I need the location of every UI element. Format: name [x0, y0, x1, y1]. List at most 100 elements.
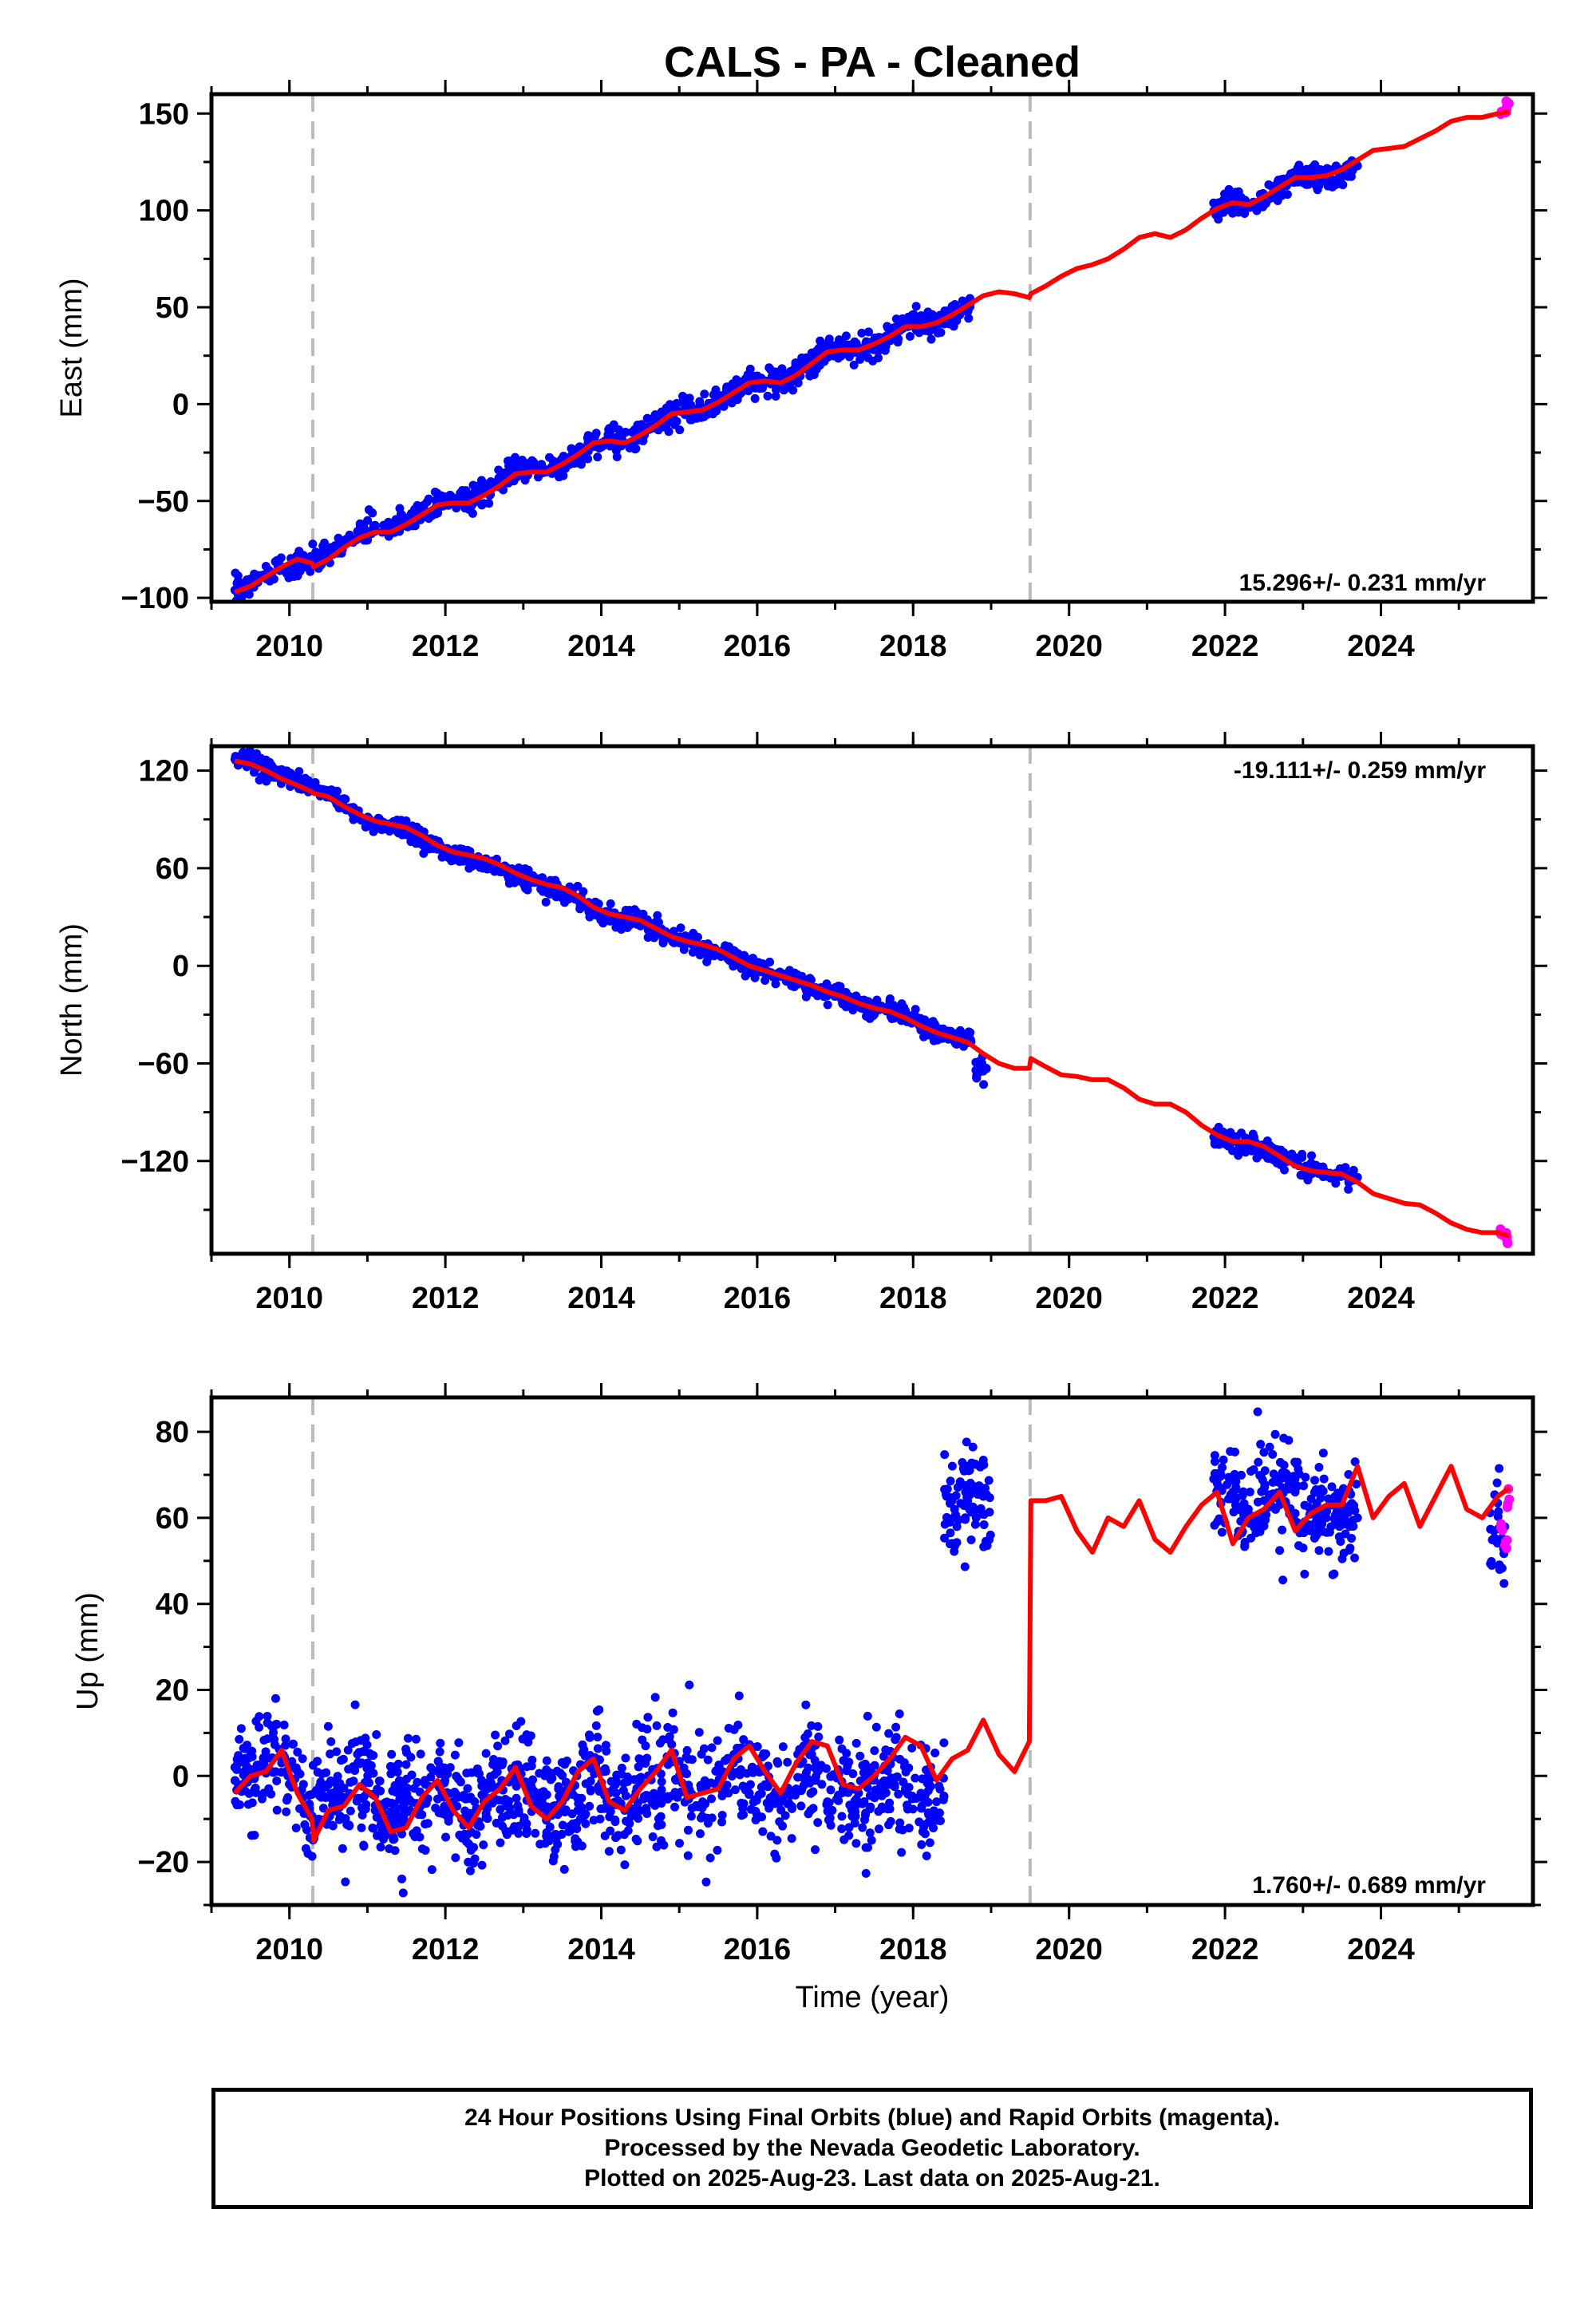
up-x-tick-label: 2016	[724, 1933, 792, 1966]
up-final-point	[298, 1754, 307, 1764]
up-final-point	[796, 1801, 806, 1811]
up-final-point	[426, 1773, 436, 1782]
up-final-point	[907, 1794, 917, 1804]
up-final-point	[1210, 1456, 1219, 1466]
up-final-point	[397, 1874, 407, 1883]
up-final-point	[516, 1717, 526, 1726]
up-final-point	[263, 1734, 272, 1744]
east-final-point	[1338, 180, 1348, 190]
east-final-point	[685, 393, 694, 403]
up-final-point	[283, 1792, 293, 1802]
up-final-point	[697, 1803, 707, 1812]
north-final-point	[698, 947, 708, 957]
north-panel: 2010 2012 2014 2016 2018 2020 2022 2024 −120 −60…	[55, 732, 1547, 1315]
up-final-point	[606, 1807, 615, 1816]
up-final-point	[1228, 1489, 1238, 1499]
up-final-point	[376, 1842, 385, 1852]
up-final-point	[1251, 1528, 1261, 1538]
up-final-point	[595, 1814, 605, 1824]
north-final-point	[1268, 1154, 1278, 1164]
up-final-point	[444, 1814, 453, 1824]
east-final-point	[424, 494, 433, 504]
up-final-point	[401, 1760, 411, 1769]
up-final-point	[917, 1804, 926, 1813]
east-panel: 2010 2012 2014 2016 2018 2020 2022 2024 −100 −50…	[55, 80, 1547, 663]
north-final-point	[339, 794, 349, 804]
east-final-point	[637, 420, 646, 429]
up-final-point	[1259, 1511, 1269, 1520]
east-final-point	[583, 431, 593, 441]
up-final-point	[950, 1547, 959, 1556]
up-final-point	[855, 1751, 865, 1761]
east-final-point	[364, 505, 373, 515]
east-final-point	[419, 500, 429, 510]
east-final-point	[308, 539, 318, 549]
east-final-point	[836, 351, 846, 361]
up-final-point	[318, 1804, 328, 1813]
north-final-point	[1298, 1171, 1308, 1180]
up-final-point	[493, 1741, 503, 1751]
up-final-point	[959, 1500, 969, 1510]
up-final-point	[703, 1755, 713, 1765]
up-final-point	[510, 1822, 519, 1832]
north-y-tick-label: 60	[156, 852, 189, 886]
up-final-point	[1245, 1487, 1254, 1496]
north-final-point	[1241, 1148, 1250, 1157]
north-final-point	[803, 989, 812, 998]
up-final-point	[714, 1761, 724, 1770]
up-final-point	[407, 1797, 417, 1807]
up-final-point	[785, 1791, 795, 1800]
north-final-point	[1237, 1128, 1246, 1138]
up-y-tick-label: 20	[156, 1674, 189, 1708]
up-final-point	[1224, 1472, 1234, 1482]
up-final-point	[1278, 1468, 1287, 1477]
up-final-point	[269, 1728, 279, 1737]
up-final-point	[1239, 1510, 1249, 1520]
up-final-point	[1314, 1463, 1324, 1472]
up-final-point	[870, 1746, 879, 1756]
up-final-point	[812, 1761, 821, 1770]
up-final-point	[1239, 1500, 1249, 1509]
up-final-point	[372, 1729, 381, 1739]
east-final-point	[1261, 199, 1270, 208]
east-frame	[209, 92, 1535, 604]
up-final-point	[1299, 1481, 1309, 1491]
up-final-point	[772, 1836, 782, 1845]
up-final-point	[596, 1804, 606, 1814]
up-final-point	[935, 1816, 945, 1826]
up-final-point	[1254, 1521, 1263, 1531]
east-final-point	[907, 310, 917, 320]
up-final-point	[634, 1774, 644, 1784]
up-final-point	[631, 1834, 641, 1844]
north-final-point	[653, 911, 662, 920]
up-final-point	[336, 1756, 346, 1765]
up-final-point	[441, 1832, 451, 1842]
up-final-point	[470, 1854, 480, 1863]
east-final-point	[1343, 172, 1353, 181]
up-final-point	[664, 1735, 674, 1745]
up-final-point	[338, 1844, 347, 1853]
east-final-point	[764, 363, 774, 373]
up-final-point	[288, 1740, 298, 1749]
east-final-point	[1302, 164, 1311, 174]
up-final-point	[595, 1787, 604, 1796]
up-final-point	[553, 1840, 563, 1849]
up-final-point	[884, 1820, 894, 1830]
east-x-tick-label: 2020	[1035, 630, 1103, 663]
up-final-point	[297, 1785, 306, 1795]
east-x-tick-label: 2024	[1347, 630, 1415, 663]
north-final-point	[488, 864, 497, 874]
up-final-point	[970, 1520, 980, 1529]
up-final-point	[1279, 1460, 1289, 1470]
up-final-point	[1310, 1488, 1319, 1497]
up-final-point	[850, 1818, 859, 1828]
north-final-point	[468, 861, 477, 871]
up-final-point	[1350, 1506, 1360, 1516]
east-final-point	[427, 511, 437, 520]
up-final-point	[934, 1781, 944, 1791]
up-final-point	[555, 1769, 565, 1778]
up-final-point	[945, 1517, 954, 1527]
up-final-point	[333, 1772, 342, 1781]
up-final-point	[522, 1730, 531, 1740]
up-final-point	[884, 1729, 894, 1738]
